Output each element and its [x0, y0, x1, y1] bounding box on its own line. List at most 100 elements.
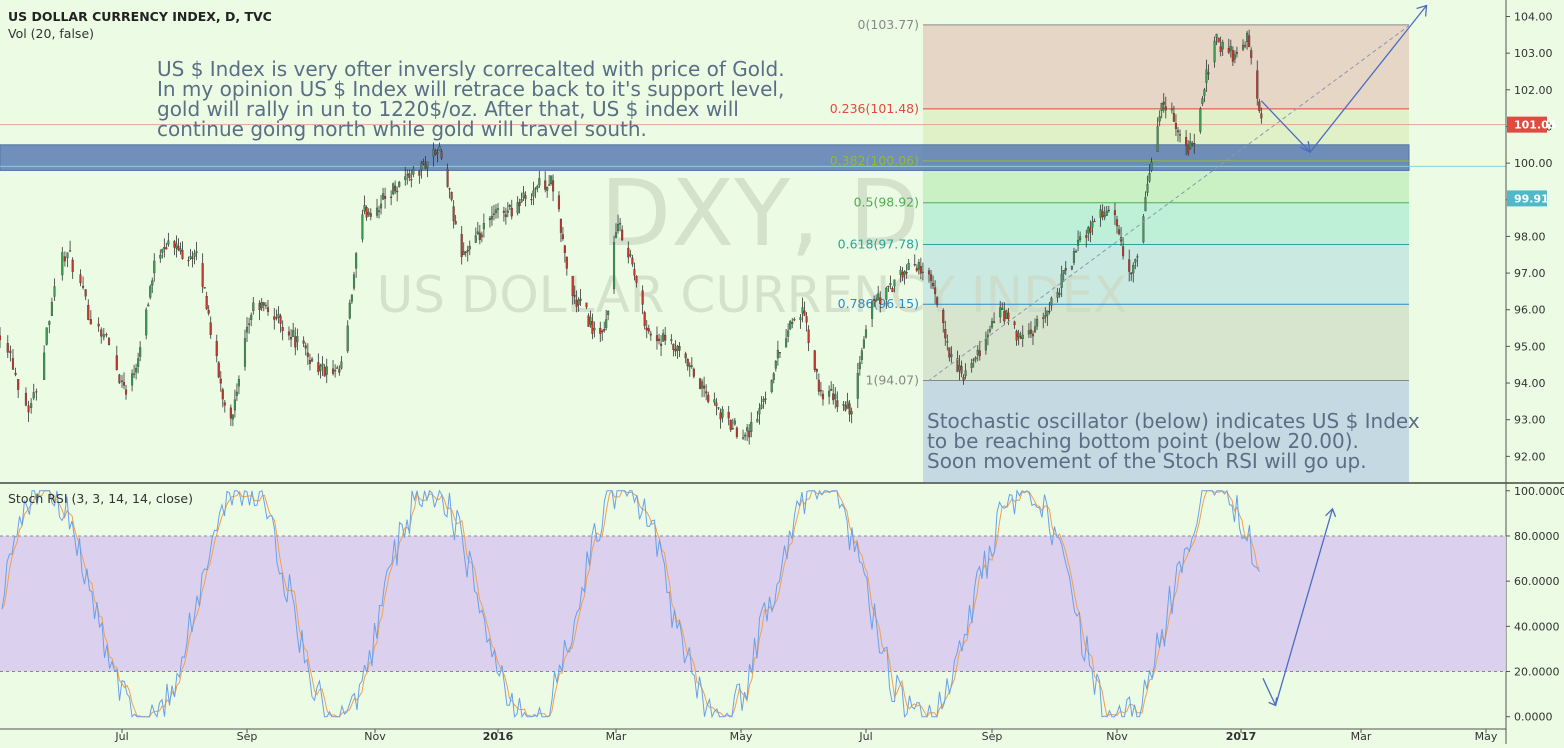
candle-body	[733, 420, 736, 425]
candle	[223, 399, 226, 413]
candle-body	[744, 434, 747, 437]
candle-body	[621, 229, 624, 241]
candle	[384, 187, 387, 209]
candle-body	[1087, 227, 1090, 234]
candle-body	[1205, 69, 1208, 83]
candle-body	[601, 330, 604, 333]
candle	[462, 242, 465, 256]
candle-body	[440, 151, 443, 159]
candle	[205, 291, 208, 311]
candle-body	[219, 378, 222, 384]
candle	[175, 235, 178, 258]
candle-body	[727, 412, 730, 419]
candle	[662, 329, 665, 342]
candle	[1036, 315, 1039, 330]
candle	[1103, 206, 1106, 221]
candle	[290, 329, 293, 347]
candle	[1115, 215, 1119, 234]
candle	[741, 429, 745, 440]
candle	[440, 148, 443, 160]
candle	[191, 251, 194, 268]
candle-body	[1074, 251, 1078, 253]
candle	[970, 358, 973, 373]
candle	[97, 317, 100, 332]
candle-body	[1015, 331, 1018, 341]
candle-body	[516, 202, 519, 214]
candle-body	[149, 286, 152, 298]
candle	[377, 205, 381, 219]
candle-body	[1227, 47, 1230, 53]
candle	[563, 244, 566, 263]
candle	[836, 391, 839, 413]
candle-body	[281, 327, 284, 331]
candle	[207, 305, 210, 316]
candle	[1172, 105, 1175, 122]
candle-body	[662, 333, 665, 342]
candle-body	[1070, 266, 1073, 270]
candle	[63, 251, 66, 267]
candle	[193, 249, 196, 265]
candle	[645, 320, 648, 339]
candle	[844, 401, 847, 412]
candle-body	[703, 385, 706, 389]
candle	[448, 187, 451, 199]
candle-body	[1260, 113, 1263, 119]
candle-body	[919, 266, 922, 274]
candle-body	[82, 286, 85, 288]
candle	[561, 226, 564, 241]
candle	[502, 206, 505, 222]
candle-body	[988, 329, 992, 332]
candle-body	[17, 379, 20, 390]
candle-body	[252, 302, 255, 312]
candle-body	[496, 208, 500, 210]
candle	[664, 326, 667, 346]
candle-body	[907, 263, 910, 270]
candle	[69, 240, 72, 253]
candle	[145, 307, 148, 340]
candle	[815, 368, 818, 380]
candle-body	[585, 302, 588, 308]
candle-body	[520, 199, 523, 203]
candle-body	[308, 359, 312, 364]
candle-body	[1233, 54, 1236, 60]
candle	[1205, 59, 1208, 92]
candle-body	[369, 213, 372, 217]
candle	[986, 329, 989, 346]
candle-body	[1099, 209, 1102, 218]
fib-label: 0.382(100.06)	[830, 153, 919, 168]
candle	[746, 424, 749, 441]
candle	[149, 284, 152, 300]
candle	[877, 285, 880, 301]
candle	[61, 247, 64, 281]
candle	[262, 301, 265, 312]
candle-body	[365, 207, 368, 218]
candle-body	[340, 361, 343, 369]
candle	[248, 317, 251, 334]
candle	[396, 186, 399, 202]
time-tick-label: Nov	[364, 730, 386, 743]
candle	[1005, 309, 1008, 320]
candle	[701, 378, 704, 398]
candle-body	[962, 376, 965, 381]
candle	[404, 166, 407, 186]
candle-body	[165, 247, 168, 250]
candle	[84, 289, 87, 301]
candle	[1089, 220, 1092, 243]
candle-body	[66, 252, 69, 259]
candle	[321, 356, 324, 376]
candle	[801, 297, 804, 323]
candle-body	[612, 242, 616, 290]
candle-body	[187, 259, 190, 262]
candle-body	[1091, 221, 1094, 228]
candle	[30, 398, 33, 414]
candle-body	[701, 381, 704, 389]
candle	[325, 358, 328, 384]
candle-body	[1001, 307, 1004, 310]
candle-body	[63, 256, 66, 262]
candle	[1164, 96, 1167, 119]
candle	[660, 335, 663, 356]
candle-body	[776, 349, 779, 359]
candle-body	[492, 213, 496, 215]
candle-body	[231, 414, 234, 420]
